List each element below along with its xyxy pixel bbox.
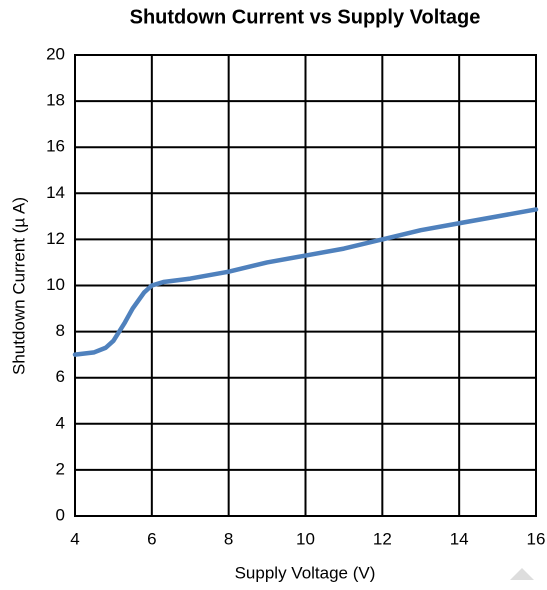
data-line [72,207,539,357]
x-tick-label: 10 [296,529,315,548]
y-tick-label: 4 [56,413,65,432]
y-tick-label: 20 [46,44,65,63]
x-tick-label: 8 [224,529,233,548]
x-axis-label: Supply Voltage (V) [235,563,376,582]
x-tick-label: 6 [147,529,156,548]
y-tick-label: 2 [56,459,65,478]
y-tick-label: 6 [56,367,65,386]
plot-border [74,54,537,517]
x-tick-label: 12 [373,529,392,548]
chart-title: Shutdown Current vs Supply Voltage [130,6,481,28]
x-tick-label: 14 [450,529,469,548]
corner-icon [510,568,534,580]
x-tick-label: 16 [527,529,546,548]
y-tick-label: 12 [46,229,65,248]
y-tick-label: 0 [56,505,65,524]
x-tick-label: 4 [70,529,79,548]
y-tick-label: 16 [46,137,65,156]
y-axis-label: Shutdown Current (µ A) [9,197,28,375]
y-tick-label: 10 [46,275,65,294]
y-tick-label: 18 [46,91,65,110]
y-tick-label: 8 [56,321,65,340]
y-tick-label: 14 [46,183,65,202]
